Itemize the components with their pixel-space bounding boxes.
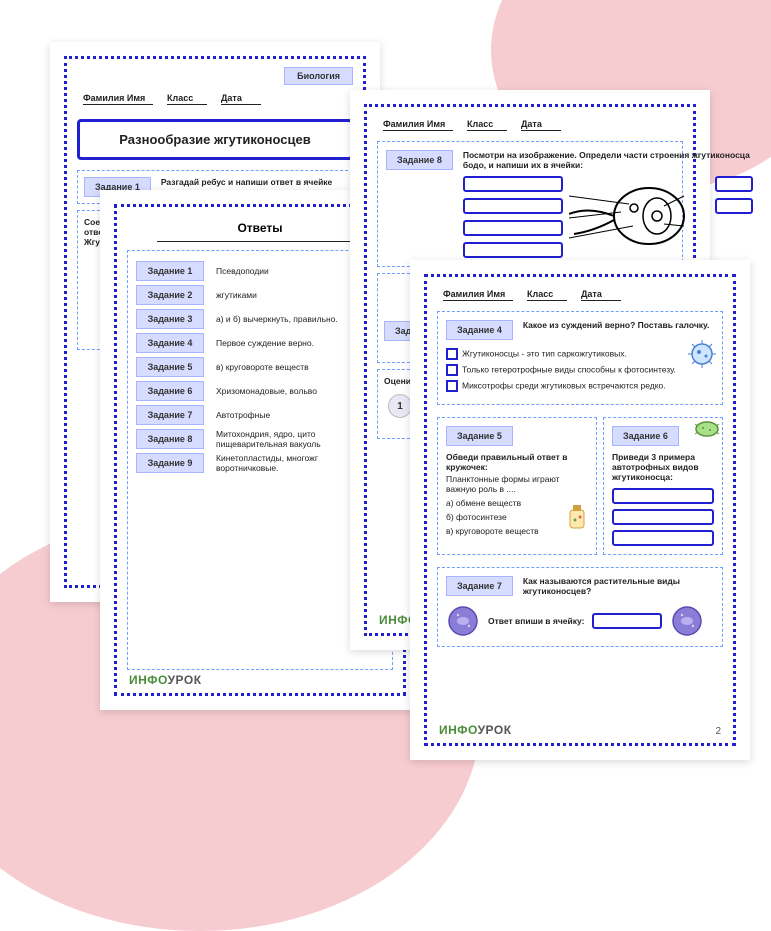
checkbox[interactable] xyxy=(446,364,458,376)
header-date: Дата xyxy=(221,93,261,105)
task-prompt: Как называются растительные виды жгутико… xyxy=(523,576,714,596)
task-label: Задание 7 xyxy=(446,576,513,596)
answer-row: Задание 1 Псевдоподии xyxy=(136,261,384,281)
task-label: Задание 5 xyxy=(446,426,513,446)
logo: ИНФОУРОК xyxy=(129,673,202,687)
flask-icon xyxy=(564,502,590,532)
header-row: Фамилия Имя Класс Дата xyxy=(437,285,723,305)
task-label: Задание 2 xyxy=(136,285,204,305)
checkbox[interactable] xyxy=(446,380,458,392)
task-label: Задание 6 xyxy=(136,381,204,401)
answer-input[interactable] xyxy=(715,198,753,214)
answer-row: Задание 8 Митохондрия, ядро, цито пищевар… xyxy=(136,429,384,449)
answer-row: Задание 6 Хризомонадовые, вольво xyxy=(136,381,384,401)
answer-text: Псевдоподии xyxy=(216,266,269,276)
answer-input[interactable] xyxy=(463,176,563,192)
answer-input[interactable] xyxy=(463,220,563,236)
cell-icon xyxy=(670,604,704,638)
task-label: Задание 9 xyxy=(136,453,204,473)
answer-text: Хризомонадовые, вольво xyxy=(216,386,317,396)
worksheet-title: Разнообразие жгутиконосцев xyxy=(77,119,353,160)
answer-input[interactable] xyxy=(592,613,662,629)
answer-text: в) круговороте веществ xyxy=(216,362,309,372)
option-text: Миксотрофы среди жгутиковых встречаются … xyxy=(462,380,666,390)
logo-grey: УРОК xyxy=(168,673,202,687)
answers-title: Ответы xyxy=(157,215,363,242)
task-label: Задание 8 xyxy=(386,150,453,170)
answer-text: Митохондрия, ядро, цито пищеварительная … xyxy=(216,429,321,449)
answer-input[interactable] xyxy=(612,488,714,504)
answer-input[interactable] xyxy=(715,176,753,192)
answer-row: Задание 9 Кинетопластиды, многожг воротни… xyxy=(136,453,384,473)
option-text: Жгутиконосцы - это тип саркожгутиковых. xyxy=(462,348,627,358)
logo-green: ИНФО xyxy=(439,723,478,737)
answer-text: жгутиками xyxy=(216,290,257,300)
header-class: Класс xyxy=(167,93,207,105)
answer-input[interactable] xyxy=(612,509,714,525)
answer-input[interactable] xyxy=(463,242,563,258)
task-label: Задание 5 xyxy=(136,357,204,377)
logo-green: ИНФО xyxy=(129,673,168,687)
header-name: Фамилия Имя xyxy=(83,93,153,105)
answer-row: Задание 5 в) круговороте веществ xyxy=(136,357,384,377)
task4-box: Задание 4 Какое из суждений верно? Поста… xyxy=(437,311,723,405)
task6-box: Задание 6 Приведи 3 примера автотрофных … xyxy=(603,417,723,555)
page-number: 2 xyxy=(715,726,721,737)
answer-row: Задание 4 Первое суждение верно. xyxy=(136,333,384,353)
task-label: Задание 3 xyxy=(136,309,204,329)
answer-input[interactable] xyxy=(612,530,714,546)
microbe-icon xyxy=(684,336,720,372)
answer-row: Задание 2 жгутиками xyxy=(136,285,384,305)
task-label: Задание 6 xyxy=(612,426,679,446)
checkbox[interactable] xyxy=(446,348,458,360)
bodo-diagram xyxy=(569,176,709,256)
task-label: Задание 4 xyxy=(446,320,513,340)
task-label: Задание 4 xyxy=(136,333,204,353)
task5-title: Обведи правильный ответ в кружочек: xyxy=(446,452,588,472)
answer-input[interactable] xyxy=(463,198,563,214)
germ-icon xyxy=(692,418,722,440)
task5-box: Задание 5 Обведи правильный ответ в круж… xyxy=(437,417,597,555)
header-row: Фамилия Имя Класс Дата xyxy=(77,89,353,109)
answer-text: Первое суждение верно. xyxy=(216,338,314,348)
header-class: Класс xyxy=(467,119,507,131)
header-date: Дата xyxy=(581,289,621,301)
logo-grey: УРОК xyxy=(478,723,512,737)
subject-tag: Биология xyxy=(284,67,353,85)
task-label: Задание 7 xyxy=(136,405,204,425)
answer-row: Задание 3 а) и б) вычеркнуть, правильно. xyxy=(136,309,384,329)
header-class: Класс xyxy=(527,289,567,301)
logo: ИНФОУРОК xyxy=(439,723,512,737)
task-label: Задание 1 xyxy=(136,261,204,281)
header-date: Дата xyxy=(521,119,561,131)
header-row: Фамилия Имя Класс Дата xyxy=(377,115,683,135)
rating-circle[interactable]: 1 xyxy=(388,394,412,418)
task-label: Задание 8 xyxy=(136,429,204,449)
task8-box: Задание 8 Посмотри на изображение. Опред… xyxy=(377,141,683,267)
answer-row: Задание 7 Автотрофные xyxy=(136,405,384,425)
task7-box: Задание 7 Как называются растительные ви… xyxy=(437,567,723,647)
header-name: Фамилия Имя xyxy=(443,289,513,301)
answer-text: Автотрофные xyxy=(216,410,270,420)
answer-text: Кинетопластиды, многожг воротничковые. xyxy=(216,453,318,473)
answer-text: а) и б) вычеркнуть, правильно. xyxy=(216,314,338,324)
cell-icon xyxy=(446,604,480,638)
task5-text: Планктонные формы играют важную роль в .… xyxy=(446,474,588,494)
task7-hint: Ответ впиши в ячейку: xyxy=(488,616,584,626)
task6-text: Приведи 3 примера автотрофных видов жгут… xyxy=(612,452,714,482)
task-prompt: Разгадай ребус и напиши ответ в ячейке xyxy=(161,177,332,187)
worksheet-4: Фамилия Имя Класс Дата Задание 4 Какое и… xyxy=(410,260,750,760)
option-text: Только гетеротрофные виды способны к фот… xyxy=(462,364,676,374)
task-prompt: Какое из суждений верно? Поставь галочку… xyxy=(523,320,710,330)
header-name: Фамилия Имя xyxy=(383,119,453,131)
task-prompt: Посмотри на изображение. Определи части … xyxy=(463,150,753,170)
